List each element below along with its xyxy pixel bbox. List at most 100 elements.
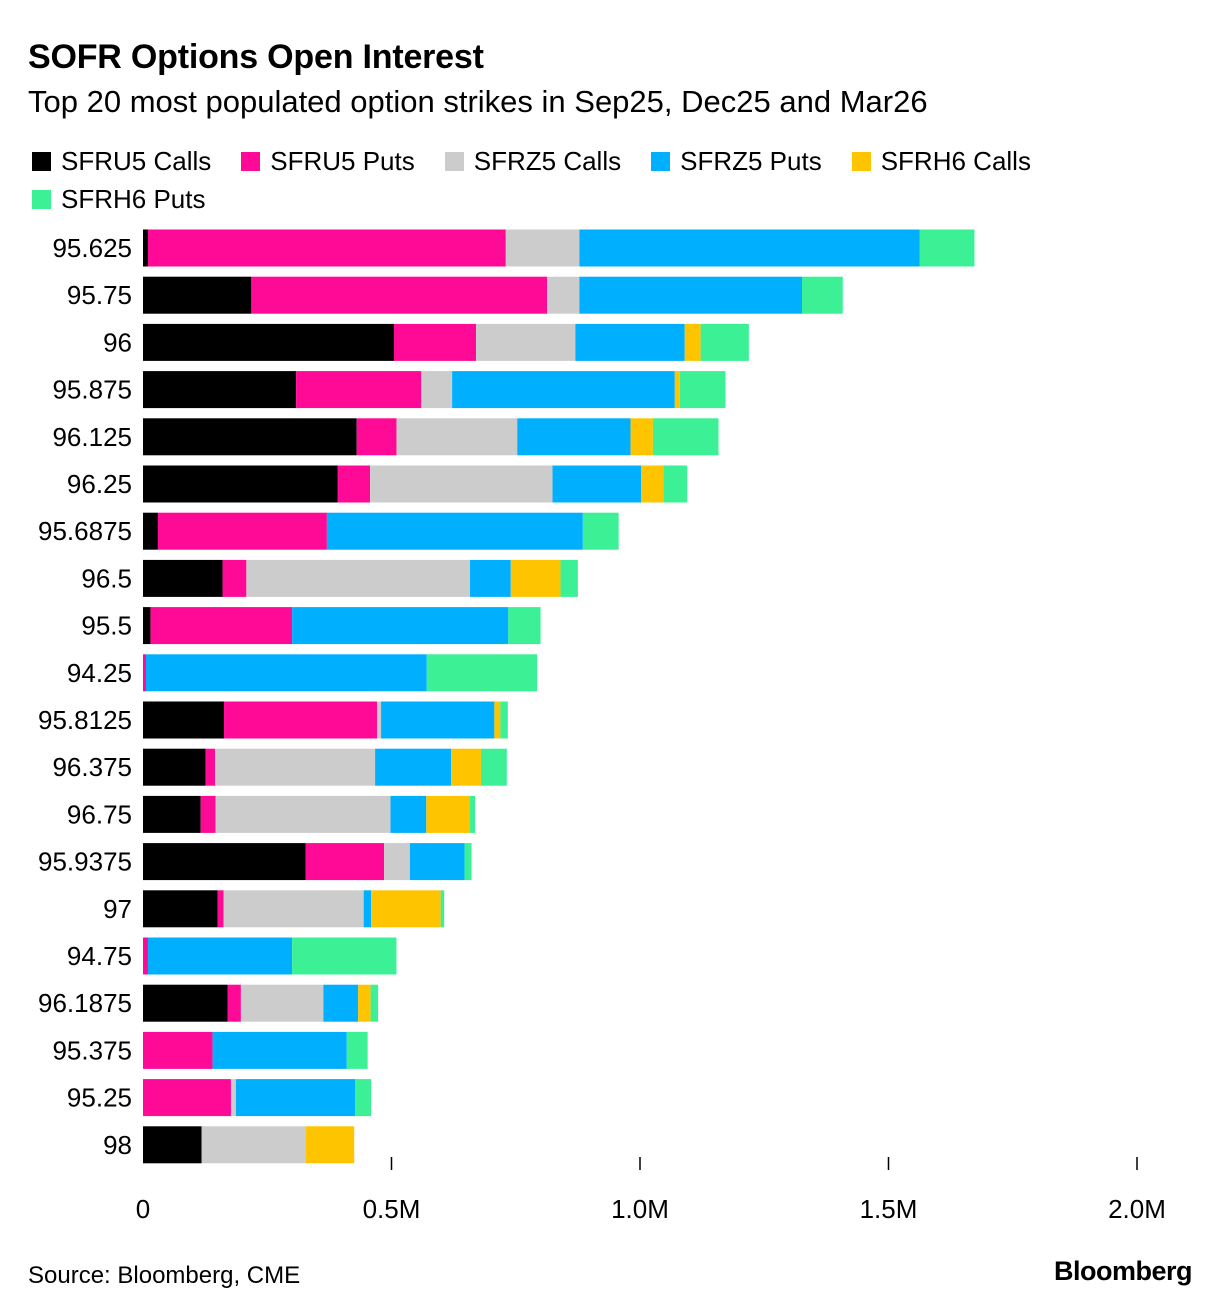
bar-segment <box>480 748 507 786</box>
bar-segment <box>500 701 508 739</box>
bar-segment <box>143 559 223 597</box>
x-tick-label: 2.0M <box>1108 1194 1166 1224</box>
bar-segment <box>145 654 427 692</box>
bar-segment <box>147 229 506 267</box>
source-note: Source: Bloomberg, CME <box>28 1262 301 1289</box>
bar-segment <box>292 607 509 645</box>
bar-segment <box>370 465 553 503</box>
bar-segment <box>426 795 471 833</box>
legend-item: SFRU5 Calls <box>32 146 211 176</box>
bar-segment <box>355 1079 372 1117</box>
bar-segment <box>337 465 371 503</box>
legend-item: SFRH6 Puts <box>32 184 206 214</box>
bar-segment <box>346 1031 368 1069</box>
bar-segment <box>475 323 576 361</box>
bar-segment <box>396 418 518 456</box>
y-tick-label: 95.625 <box>52 233 132 263</box>
y-tick-label: 96.25 <box>67 469 132 499</box>
bar-segment <box>552 465 641 503</box>
bar-segment <box>517 418 631 456</box>
bar-segment <box>200 795 216 833</box>
bar-segment <box>381 701 495 739</box>
bar-segment <box>508 607 541 645</box>
bar-segment <box>579 276 803 314</box>
bar-segment <box>227 984 241 1022</box>
x-tick-label: 0.5M <box>363 1194 421 1224</box>
bar-segment <box>143 937 148 975</box>
bar-segment <box>143 465 338 503</box>
bar-segment <box>147 937 293 975</box>
bar-segment <box>143 1031 213 1069</box>
bar-segment <box>223 890 364 928</box>
y-tick-label: 94.25 <box>67 658 132 688</box>
bar-segment <box>470 559 511 597</box>
y-tick-label: 94.75 <box>67 941 132 971</box>
legend-swatch <box>651 151 671 171</box>
y-tick-label: 96.375 <box>52 752 132 782</box>
bar-segment <box>547 276 580 314</box>
legend-item: SFRH6 Calls <box>851 145 1031 176</box>
y-tick-label: 95.375 <box>52 1035 132 1065</box>
bar-segment <box>370 984 379 1022</box>
bar-segment <box>143 843 306 881</box>
legend-label: SFRH6 Puts <box>61 183 206 214</box>
bar-segment <box>919 229 975 267</box>
bar-segment <box>470 795 475 833</box>
bar-segment <box>296 371 422 409</box>
bar-segment <box>157 512 327 550</box>
bar-segment <box>426 654 538 692</box>
y-tick-label: 95.5 <box>81 611 132 641</box>
y-tick-label: 97 <box>103 894 132 924</box>
bar-segment <box>663 465 688 503</box>
bar-segment <box>230 1079 236 1117</box>
x-tick-label: 0 <box>136 1194 150 1224</box>
legend-swatch <box>241 151 261 171</box>
chart-subtitle: Top 20 most populated option strikes in … <box>28 84 928 119</box>
bar-segment <box>212 1031 347 1069</box>
bar-segment <box>440 890 445 928</box>
bar-segment <box>452 371 675 409</box>
bar-segment <box>150 607 293 645</box>
legend: SFRU5 Calls SFRU5 Puts SFRZ5 Calls SFRZ5 Pu… <box>32 146 1192 214</box>
x-tick-label: 1.5M <box>860 1194 918 1224</box>
bar-segment <box>143 323 394 361</box>
bar-segment <box>679 371 726 409</box>
y-tick-label: 95.875 <box>52 375 132 405</box>
legend-label: SFRH6 Calls <box>880 145 1031 176</box>
bar-segment <box>358 984 371 1022</box>
bar-segment <box>384 843 410 881</box>
bar-segment <box>224 701 378 739</box>
bar-segment <box>240 984 324 1022</box>
legend-swatch <box>32 151 51 171</box>
bar-segment <box>143 795 201 833</box>
y-tick-label: 95.6875 <box>38 516 132 546</box>
bar-segment <box>575 323 685 361</box>
bar-segment <box>143 371 297 409</box>
bar-segment <box>143 748 206 786</box>
bar-segment <box>143 418 357 456</box>
legend-swatch <box>851 151 871 171</box>
bar-segment <box>510 559 561 597</box>
bar-segment <box>390 795 427 833</box>
bar-segment <box>326 512 583 550</box>
legend-label: SFRU5 Puts <box>270 145 415 176</box>
bar-segment <box>251 276 548 314</box>
bar-segment <box>494 701 501 739</box>
y-tick-label: 96.125 <box>52 422 132 452</box>
y-tick-label: 96 <box>103 327 132 357</box>
bar-segment <box>582 512 619 550</box>
bar-segment <box>560 559 578 597</box>
legend-swatch <box>444 151 464 171</box>
y-tick-label: 95.9375 <box>38 847 132 877</box>
x-tick-label: 1.0M <box>611 1194 669 1224</box>
bar-segment <box>143 1126 202 1164</box>
legend-label: SFRU5 Calls <box>61 145 212 176</box>
bar-segment <box>292 937 397 975</box>
legend-item: SFRZ5 Calls <box>444 145 622 176</box>
bar-segment <box>143 229 148 267</box>
bar-segment <box>235 1079 356 1117</box>
legend-item: SFRU5 Puts <box>241 146 415 176</box>
legend-label: SFRZ5 Calls <box>473 145 622 176</box>
y-tick-label: 96.1875 <box>38 988 132 1018</box>
